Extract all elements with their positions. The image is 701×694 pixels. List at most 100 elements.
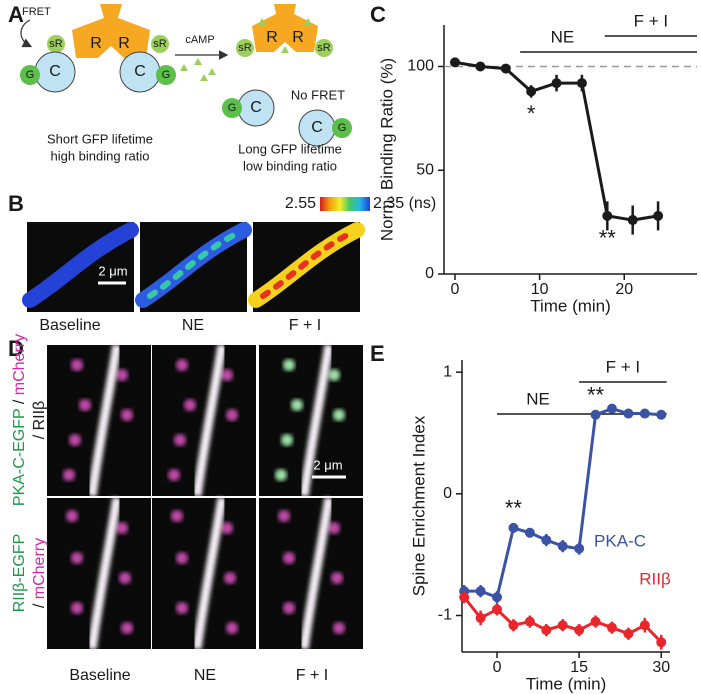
- condition-label: Baseline: [39, 317, 100, 334]
- row-label-part: /: [11, 399, 28, 404]
- spine: [121, 622, 133, 634]
- spine: [176, 552, 188, 564]
- spine: [121, 409, 133, 421]
- x-axis-label: Time (min): [530, 296, 611, 315]
- row-label-part: mCherry: [11, 334, 28, 395]
- subunit: C: [311, 119, 323, 136]
- series-label: RIIβ: [639, 569, 671, 588]
- caption: low binding ratio: [243, 158, 337, 173]
- data-point: [557, 541, 568, 552]
- sr-subunit: [151, 35, 169, 53]
- data-point: [653, 210, 664, 221]
- y-axis-label: Spine Enrichment Index: [409, 415, 428, 596]
- decor: [20, 4, 370, 650]
- series-line: [464, 407, 662, 599]
- data-point: [623, 408, 634, 419]
- spine: [281, 434, 293, 446]
- dendrite: [147, 230, 241, 299]
- sr-subunit: [315, 39, 333, 57]
- data-point: [627, 215, 638, 226]
- fret-label: FRET: [22, 6, 51, 18]
- data-point: [475, 61, 486, 72]
- data-point: [557, 620, 568, 631]
- y-tick-label: 50: [416, 161, 434, 178]
- scale-bar-label: 2 μm: [98, 263, 127, 278]
- subunit: sR: [317, 42, 331, 54]
- y-tick-label: 0: [425, 265, 434, 282]
- spine: [221, 522, 233, 534]
- subunit: sR: [49, 38, 63, 50]
- x-tick-label: 0: [493, 659, 502, 676]
- subunit: G: [228, 102, 237, 114]
- camp: [200, 74, 208, 81]
- y-tick-label: 100: [407, 58, 434, 75]
- data-point: [602, 210, 613, 221]
- y-axis-label: Norm. Binding Ratio (%): [377, 58, 396, 241]
- spine: [174, 434, 186, 446]
- spine: [333, 622, 345, 634]
- x-tick-label: 0: [451, 281, 460, 298]
- row-label: / RIIβ: [31, 401, 48, 440]
- dendrite: [192, 497, 227, 650]
- data-point: [541, 535, 552, 546]
- data-point: [590, 616, 601, 627]
- gfp: [222, 98, 242, 118]
- condition-label: NE: [182, 317, 204, 334]
- camp: [304, 18, 312, 25]
- spine: [119, 572, 131, 584]
- data-point: [574, 543, 585, 554]
- spine: [71, 602, 83, 614]
- spine: [79, 399, 91, 411]
- row-label-part: /: [31, 603, 48, 608]
- spine: [176, 359, 188, 371]
- x-axis-label: Time (min): [526, 674, 607, 693]
- camp: [281, 46, 289, 53]
- row-label: RIIβ-EGFP: [11, 534, 28, 613]
- gfp: [332, 118, 352, 138]
- data-point: [606, 403, 617, 414]
- dendrite: [299, 344, 334, 497]
- data-point: [475, 612, 486, 623]
- x-tick-label: 20: [615, 281, 633, 298]
- spine: [291, 399, 303, 411]
- sr-subunit: [47, 35, 65, 53]
- dendrite: [87, 344, 122, 497]
- pka-r-dimer: [252, 4, 318, 52]
- panel-letter: B: [8, 191, 24, 216]
- dendrite: [260, 230, 354, 299]
- data-point: [590, 409, 601, 420]
- panel-letter: A: [8, 2, 24, 27]
- spine: [283, 602, 295, 614]
- subunit: C: [49, 63, 61, 80]
- period-label: NE: [551, 27, 575, 46]
- camp: [208, 68, 216, 75]
- subunit: R: [90, 35, 102, 52]
- spine: [221, 369, 233, 381]
- data-point: [450, 57, 460, 68]
- row-label: / mCherry: [31, 538, 48, 608]
- data-point: [524, 616, 535, 627]
- row-label-part: PKA-C-EGFP: [11, 409, 28, 507]
- colorbar-label: 2.35 (ns): [373, 195, 436, 212]
- data-point: [656, 637, 667, 648]
- subunit: G: [162, 69, 171, 81]
- data-point: [639, 408, 650, 419]
- spine: [331, 572, 343, 584]
- spine: [168, 469, 180, 481]
- dendrite: [192, 344, 227, 497]
- camp: [258, 18, 266, 25]
- caption: Short GFP lifetime: [47, 131, 153, 146]
- data-point: [475, 586, 486, 597]
- data-point: [526, 86, 537, 97]
- subunit: sR: [238, 42, 252, 54]
- colorbar: [320, 197, 370, 211]
- y-tick-label: 0: [443, 485, 452, 502]
- data-point: [508, 522, 519, 533]
- pka-r-dimer: [72, 4, 150, 58]
- gfp: [156, 65, 176, 85]
- gfp: [20, 65, 40, 85]
- data-point: [508, 620, 519, 631]
- panel-letter: D: [8, 336, 24, 361]
- colorbar-label: 2.55: [285, 195, 316, 212]
